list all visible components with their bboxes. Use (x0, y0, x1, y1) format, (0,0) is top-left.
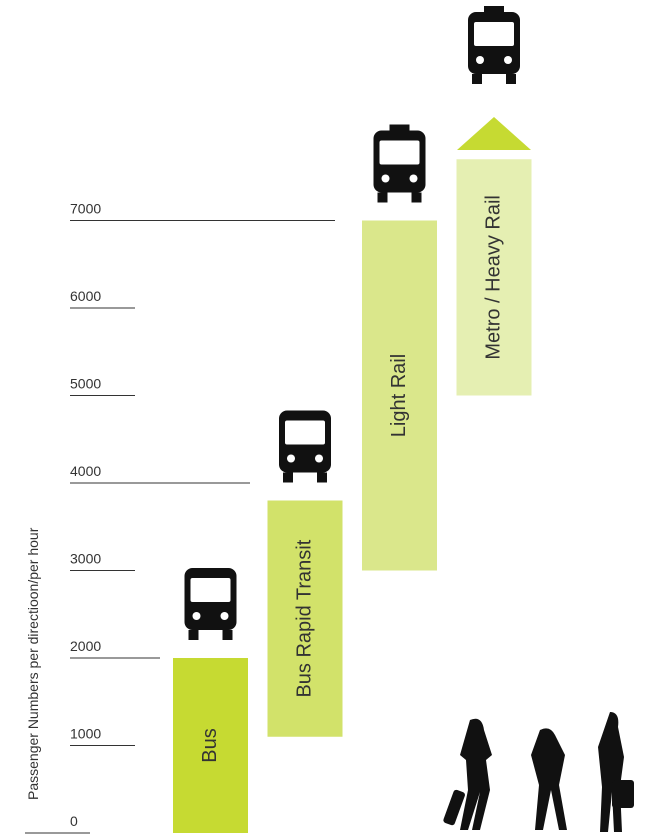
y-axis-label: Passenger Numbers per directioon/per hou… (25, 527, 41, 800)
icon-light (504, 56, 512, 64)
icon-window (190, 578, 231, 602)
icon-wheel (506, 74, 516, 84)
icon-light (220, 612, 229, 620)
icon-window (474, 22, 514, 46)
icon-light (409, 174, 418, 183)
icon-wheel (283, 472, 293, 483)
y-tick-label: 1000 (70, 726, 101, 742)
icon-window (379, 140, 420, 165)
icon-window (285, 420, 325, 445)
y-tick-label: 2000 (70, 638, 101, 654)
bar (456, 159, 532, 396)
category-label: Light Rail (388, 354, 410, 437)
y-tick-label: 5000 (70, 376, 101, 392)
vehicle-icon (279, 410, 331, 483)
icon-wheel (411, 192, 422, 203)
icon-wheel (472, 74, 482, 84)
people (443, 712, 634, 832)
y-tick-label: 3000 (70, 551, 101, 567)
y-tick-label: 6000 (70, 288, 101, 304)
category-label: Bus (199, 728, 221, 762)
icon-wheel (222, 630, 233, 640)
y-tick-label: 7000 (70, 201, 101, 217)
vehicle-icon (184, 568, 237, 640)
icon-wheel (188, 630, 199, 640)
icon-wheel (317, 472, 327, 483)
icon-light (315, 454, 323, 463)
bar (173, 658, 248, 833)
arrow (457, 117, 531, 150)
bar (267, 500, 343, 737)
y-tick-label: 0 (70, 813, 78, 829)
vehicle-icon (468, 6, 520, 84)
category-label: Bus Rapid Transit (293, 539, 315, 697)
icon-wheel (377, 192, 388, 203)
y-tick-label: 4000 (70, 463, 101, 479)
icon-light (476, 56, 484, 64)
icon-top (484, 6, 504, 12)
icon-light (381, 174, 390, 183)
vehicle-icon (373, 124, 426, 203)
icon-top (389, 124, 410, 131)
bar (362, 220, 437, 571)
icon-light (192, 612, 201, 620)
icon-light (287, 454, 295, 463)
category-label: Metro / Heavy Rail (482, 195, 504, 360)
